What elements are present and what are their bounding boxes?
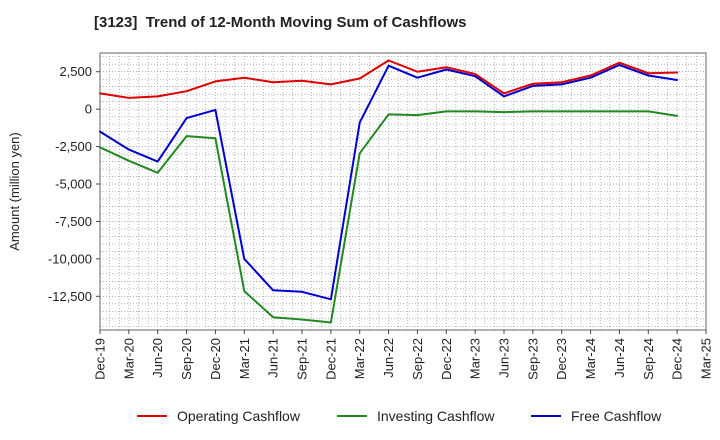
y-tick-label: -2,500 [55,139,92,154]
y-tick-label: -5,000 [55,177,92,192]
x-tick-label: Dec-20 [208,338,223,380]
y-axis-label: Amount (million yen) [7,132,22,251]
y-tick-label: -12,500 [48,289,92,304]
x-tick-label: Jun-23 [497,338,512,378]
legend-swatch-operating [137,415,167,417]
x-tick-label: Dec-19 [93,338,108,380]
series-line-investing-cashflow [99,110,679,324]
x-tick-label: Mar-23 [468,338,483,379]
legend-item-investing-cashflow: Investing Cashflow [337,404,495,428]
x-tick-label: Dec-22 [439,338,454,380]
x-tick-label: Sep-24 [641,338,656,380]
legend-label-free: Free Cashflow [571,408,662,424]
x-tick-label: Sep-20 [179,338,194,380]
plot-frame [99,52,707,331]
legend-swatch-free [531,415,561,417]
legend-swatch-investing [337,415,367,417]
y-tick-label: 0 [85,102,92,117]
x-tick-label: Jun-21 [266,338,281,378]
chart-legend: Operating Cashflow Investing Cashflow Fr… [0,404,720,428]
x-tick-label: Mar-25 [699,338,714,379]
x-tick-label: Jun-24 [612,338,627,378]
y-tick-label: -7,500 [55,214,92,229]
x-tick-label: Mar-20 [121,338,136,379]
y-tick-label: 2,500 [59,64,92,79]
legend-label-investing: Investing Cashflow [377,408,495,424]
legend-item-free-cashflow: Free Cashflow [531,404,661,428]
y-tick-label: -10,000 [48,251,92,266]
series-line-operating-cashflow [99,59,679,99]
x-tick-label: Mar-21 [237,338,252,379]
x-tick-label: Mar-22 [352,338,367,379]
x-tick-label: Jun-20 [150,338,165,378]
x-tick-label: Sep-22 [410,338,425,380]
x-tick-label: Sep-21 [295,338,310,380]
x-tick-label: Dec-21 [323,338,338,380]
series-line-free-cashflow [99,64,679,301]
legend-item-operating-cashflow: Operating Cashflow [137,404,300,428]
x-tick-label: Jun-22 [381,338,396,378]
chart-title: [3123] Trend of 12-Month Moving Sum of C… [94,14,467,31]
x-tick-label: Mar-24 [583,338,598,379]
x-tick-label: Dec-24 [670,338,685,380]
legend-label-operating: Operating Cashflow [177,408,300,424]
x-tick-label: Sep-23 [525,338,540,380]
x-tick-label: Dec-23 [554,338,569,380]
